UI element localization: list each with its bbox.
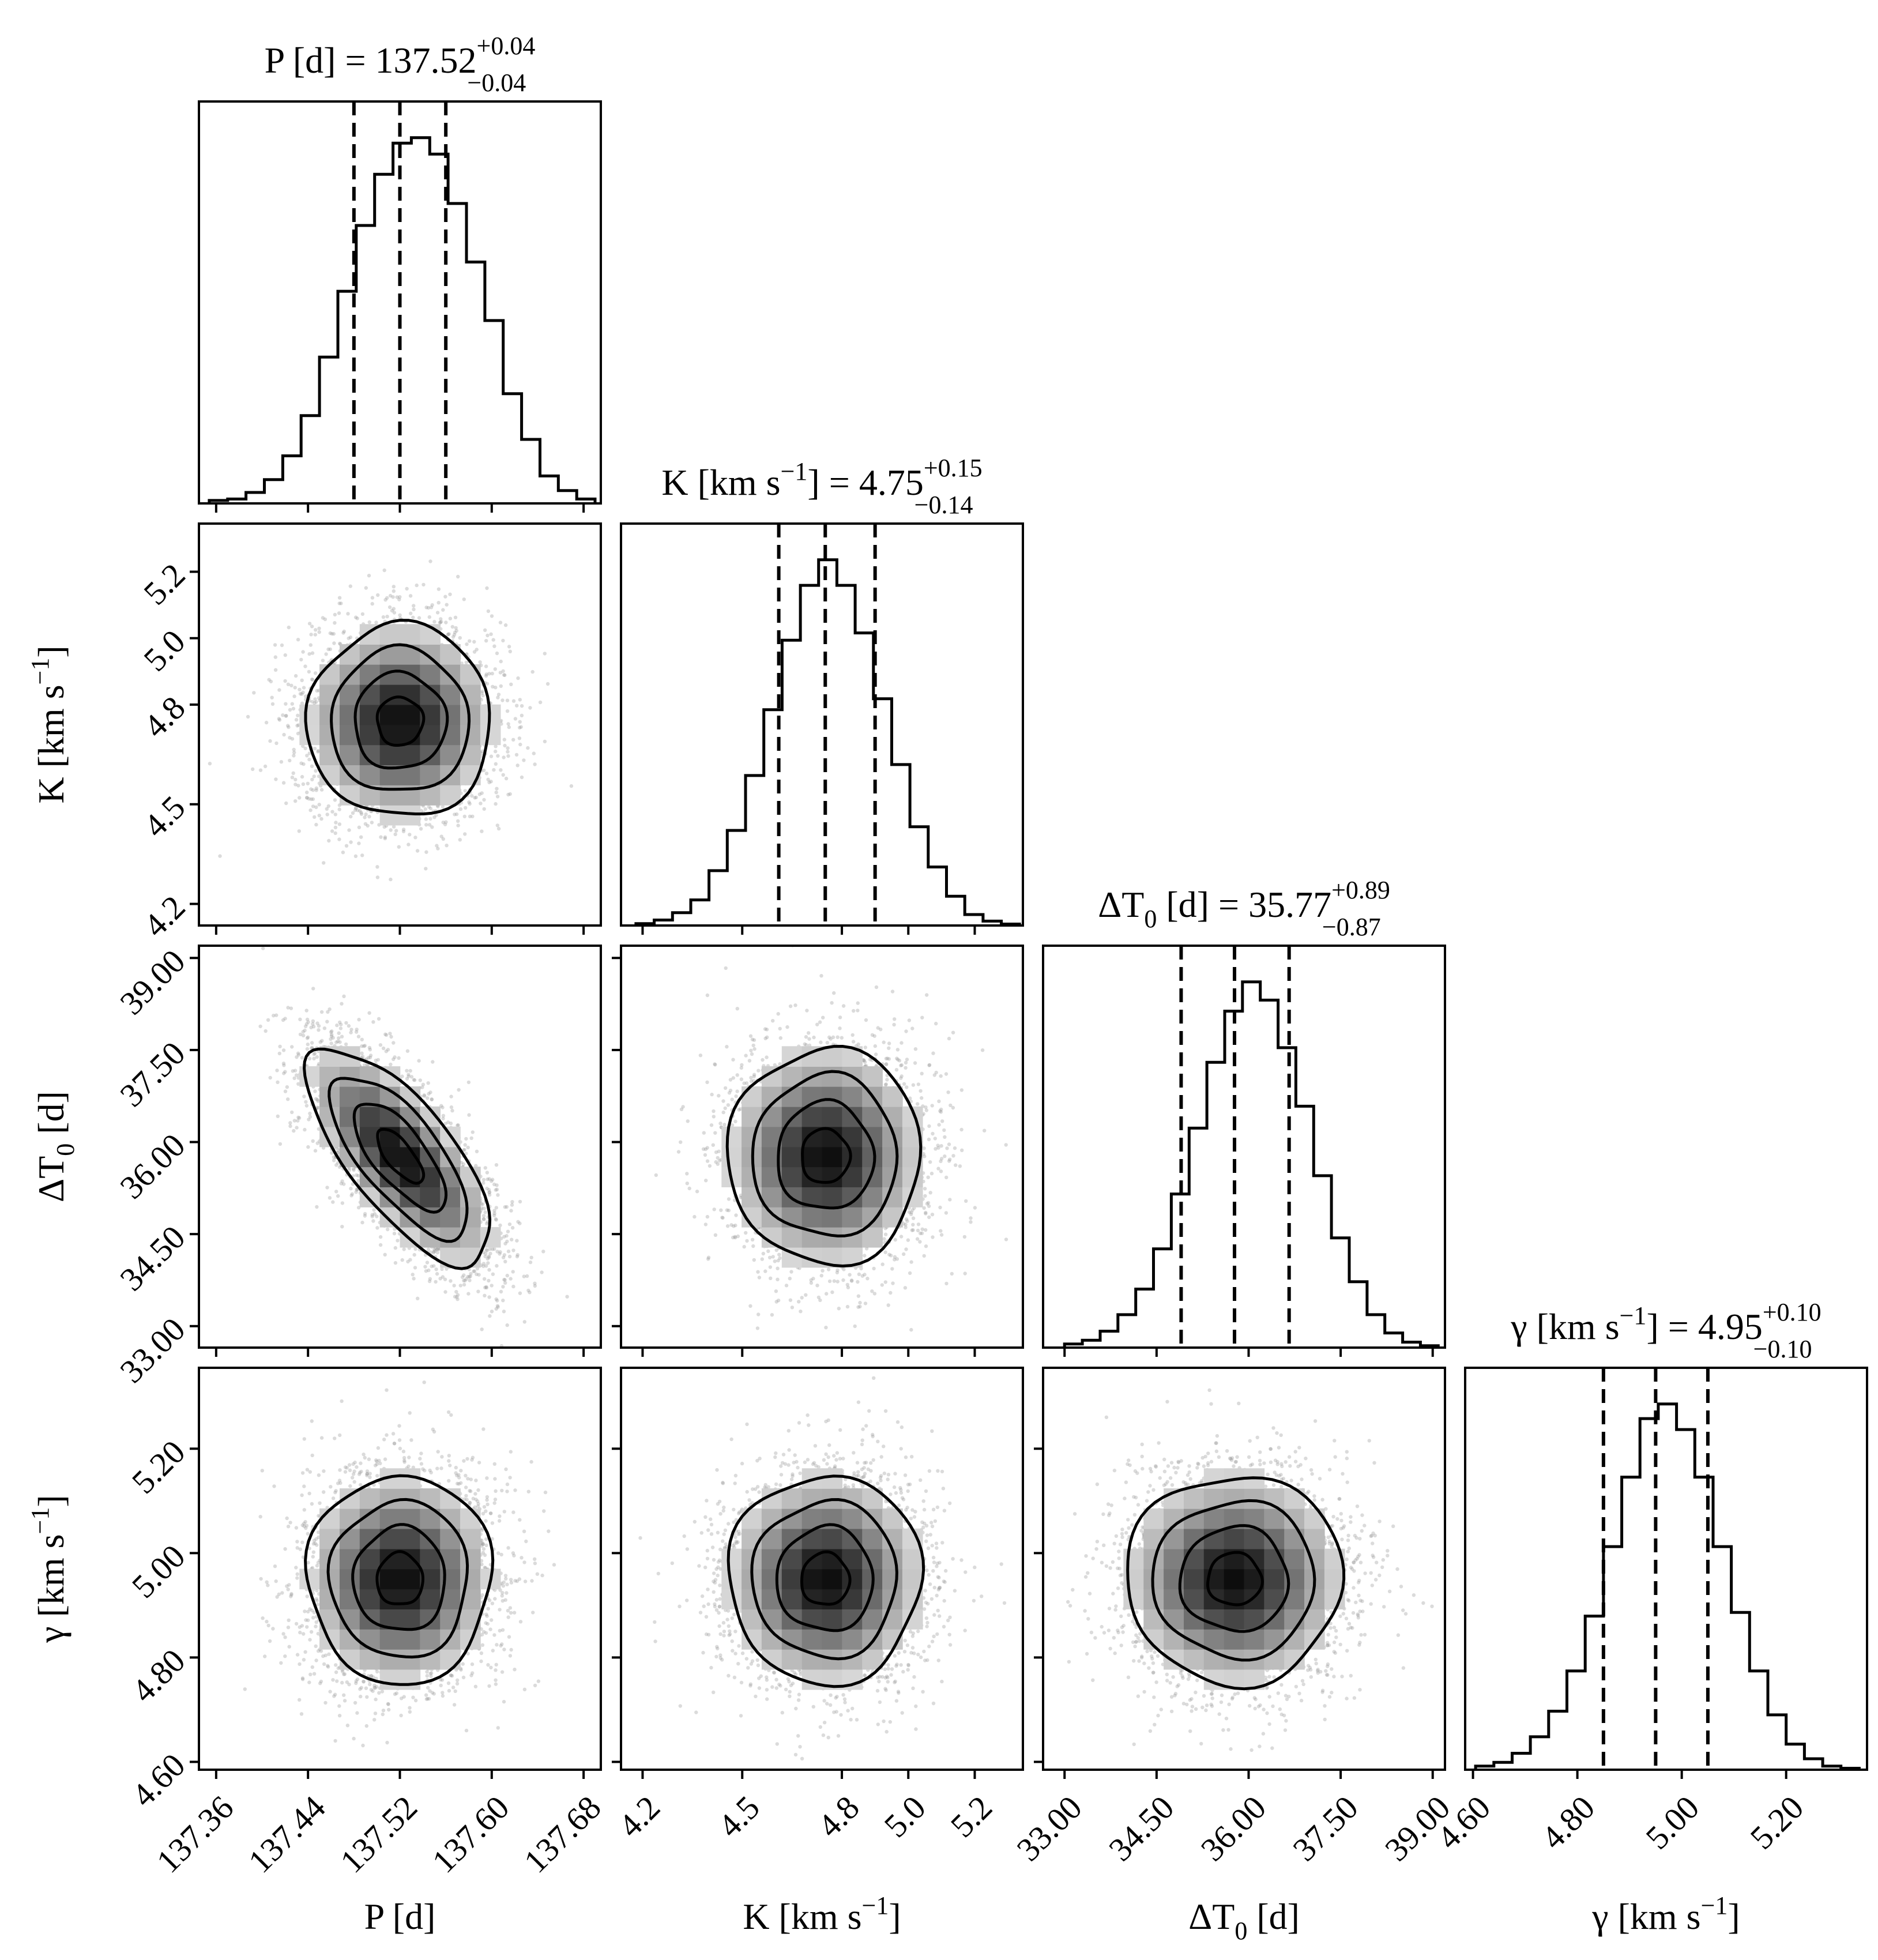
x-tick-label: 137.36 [149,1789,241,1880]
title-K: K [km s−1] = 4.75+0.15 −0.14 [661,454,982,519]
panel-frame [620,945,1024,1349]
scatter-panel-K-gamma: 4.2 4.5 4.8 5.0 5.2 [611,1367,1024,1845]
y-axis-label-gamma: γ [km s−1] [26,1495,71,1643]
contour-P-dT0-2 [328,1077,469,1243]
x-tick-label: 36.00 [1194,1789,1273,1868]
x-tick-label: 37.50 [1285,1789,1365,1868]
contour-P-K-0 [375,695,426,747]
contour-dT0-gamma-0 [1206,1551,1264,1607]
x-axis-label-dT0: ΔT0 [d] [1188,1896,1300,1945]
y-axis-label-K: K [km s−1] [26,645,71,803]
y-tick-label: 5.2 [136,556,192,612]
contour-P-K-1 [353,669,449,770]
hist-panel-gamma: 4.60 4.80 5.00 5.20 [1429,1367,1868,1857]
y-tick-label: 34.50 [112,1218,192,1298]
x-tick-label: 5.2 [943,1789,999,1845]
y-tick-label: 5.00 [125,1537,193,1605]
contour-K-gamma-2 [750,1498,898,1661]
contour-K-dT0-0 [801,1127,852,1184]
y-tick-label: 36.00 [112,1126,192,1206]
contour-P-dT0-0 [376,1127,426,1185]
contour-P-dT0-1 [352,1103,448,1214]
y-axis-label-dT0: ΔT0 [d] [31,1091,80,1202]
scatter-panel-P-K: 4.2 4.5 4.8 5.0 5.2 [136,522,602,944]
scatter-panel-K-dT0 [612,945,1024,1357]
y-tick-label: 4.8 [136,689,192,745]
contour-K-gamma-3 [727,1474,925,1688]
x-axis-label-P: P [d] [364,1896,436,1937]
contour-P-gamma-0 [375,1550,424,1605]
panel-frame [1042,945,1446,1349]
panel-frame [620,1367,1024,1771]
contour-dT0-gamma-2 [1151,1499,1316,1662]
y-tick-label: 5.20 [125,1433,193,1501]
x-tick-label: 137.60 [425,1789,517,1880]
x-tick-label: 5.20 [1743,1789,1811,1857]
x-axis-label-K: K [km s−1] [743,1891,901,1937]
histogram-dT0 [1063,980,1440,1348]
contour-P-gamma-3 [304,1474,495,1686]
hist-panel-K [620,522,1024,935]
y-tick-label: 39.00 [112,942,192,1022]
x-tick-label: 5.0 [877,1789,933,1845]
x-tick-label: 137.44 [241,1789,333,1880]
histogram-gamma [1474,1402,1861,1770]
y-tick-label: 4.5 [136,788,192,844]
contour-K-gamma-1 [775,1523,875,1632]
y-tick-label: 4.60 [125,1746,193,1814]
contour-P-K-3 [304,619,491,815]
contour-dT0-gamma-1 [1178,1524,1290,1633]
scatter-panel-dT0-gamma: 33.00 34.50 36.00 37.50 39.00 [1010,1367,1457,1868]
title-dT0: ΔT0 [d] = 35.77+0.89 −0.87 [1098,876,1390,941]
panel-frame [620,522,1024,927]
x-tick-label: 137.68 [517,1789,608,1880]
contour-dT0-gamma-3 [1126,1476,1346,1691]
y-tick-label: 4.80 [125,1642,193,1710]
contour-P-dT0-3 [303,1047,492,1270]
title-gamma: γ [km s−1] = 4.95+0.10 −0.10 [1510,1298,1821,1363]
histogram-K [634,558,1021,926]
x-tick-label: 34.50 [1101,1789,1181,1868]
contour-K-dT0-3 [725,1045,923,1267]
y-tick-label: 5.0 [136,622,192,678]
panel-frame [1464,1367,1868,1771]
x-tick-label: 4.80 [1534,1789,1602,1857]
y-tick-label: 33.00 [112,1310,192,1390]
panel-frame [1042,1367,1446,1771]
contour-K-dT0-2 [751,1070,899,1237]
scatter-panel-P-dT0: 33.00 34.50 36.00 37.50 39.00 [112,942,602,1390]
contour-P-K-2 [330,643,471,791]
y-tick-label: 4.2 [136,888,192,944]
scatter-panel-P-gamma: 137.36 137.44 137.52 137.60 137.68 4.60 4.80 5.… [125,1367,608,1880]
y-tick-label: 37.50 [112,1034,192,1114]
title-P: P [d] = 137.52+0.04 −0.04 [265,32,536,97]
hist-panel-dT0 [1042,945,1446,1357]
x-tick-label: 5.00 [1639,1789,1707,1857]
x-tick-label: 137.52 [333,1789,424,1880]
x-tick-label: 4.8 [810,1789,866,1845]
contour-P-gamma-1 [351,1523,446,1631]
hist-panel-P [198,100,602,513]
x-tick-label: 4.5 [711,1789,767,1845]
x-tick-label: 33.00 [1010,1789,1089,1868]
contour-K-dT0-1 [777,1098,876,1210]
histogram-P [208,136,597,503]
x-tick-label: 4.2 [611,1789,667,1845]
contour-K-gamma-0 [800,1550,852,1606]
contour-P-gamma-2 [326,1498,469,1659]
x-axis-label-gamma: γ [km s−1] [1591,1891,1740,1937]
